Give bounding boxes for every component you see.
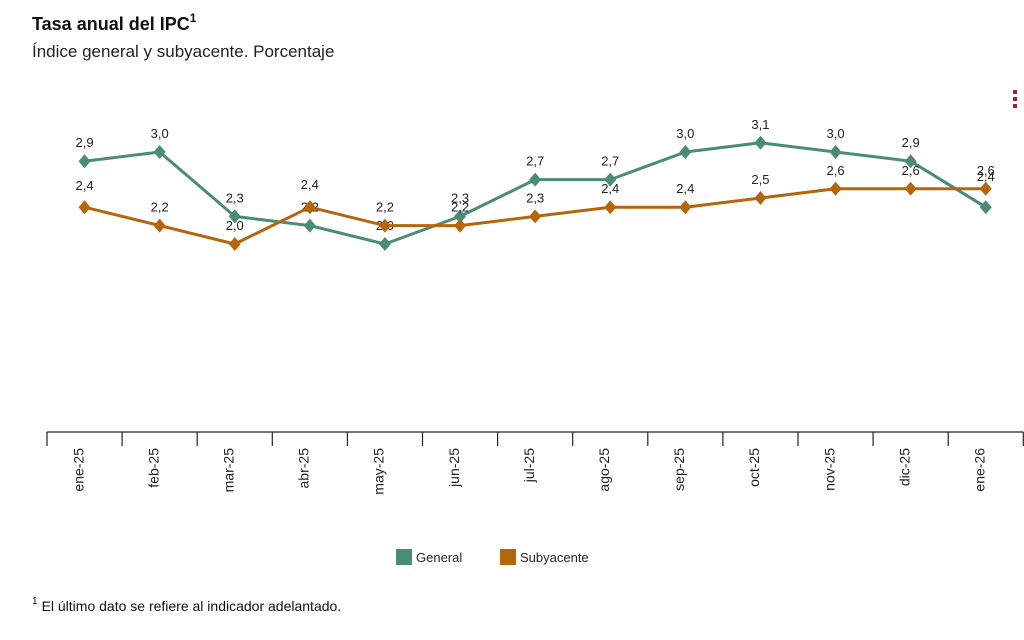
chart-title: Tasa anual del IPC1 bbox=[32, 11, 197, 35]
data-point-subyacente bbox=[979, 181, 992, 196]
data-label: 2,4 bbox=[977, 169, 995, 184]
data-point-subyacente bbox=[529, 209, 542, 224]
data-point-general bbox=[679, 145, 692, 159]
more-vert-icon[interactable] bbox=[1010, 90, 1020, 114]
data-label: 2,5 bbox=[751, 172, 769, 187]
data-label: 3,1 bbox=[751, 117, 769, 132]
data-point-general bbox=[378, 237, 391, 251]
data-label: 2,3 bbox=[526, 190, 544, 205]
data-label: 2,6 bbox=[827, 163, 845, 178]
chart-subtitle: Índice general y subyacente. Porcentaje bbox=[32, 42, 335, 61]
data-label: 2,4 bbox=[676, 181, 694, 196]
data-point-general bbox=[303, 218, 316, 233]
data-label: 3,0 bbox=[151, 126, 169, 141]
data-label: 2,4 bbox=[301, 177, 319, 192]
x-tick-label: sep-25 bbox=[671, 448, 687, 491]
data-label: 2,4 bbox=[76, 178, 94, 193]
data-point-general bbox=[153, 145, 166, 159]
x-tick-label: may-25 bbox=[371, 448, 387, 495]
x-tick-label: ene-26 bbox=[971, 448, 987, 492]
data-point-subyacente bbox=[228, 237, 241, 251]
data-label: 3,0 bbox=[827, 126, 845, 141]
data-point-subyacente bbox=[904, 181, 917, 196]
x-tick-label: feb-25 bbox=[145, 448, 161, 488]
data-point-general bbox=[454, 209, 467, 224]
line-chart: ene-25 feb-25 mar-25 abr-25 may-25 jun-25 jul-… bbox=[46, 117, 1024, 495]
data-label: 2,0 bbox=[226, 218, 244, 233]
data-point-subyacente bbox=[303, 200, 316, 215]
data-point-subyacente bbox=[153, 218, 166, 233]
data-label: 2,2 bbox=[376, 200, 394, 215]
x-tick-label: jun-25 bbox=[446, 448, 462, 488]
data-point-subyacente bbox=[78, 200, 91, 215]
data-label: 2,6 bbox=[977, 163, 995, 178]
x-tick-label: abr-25 bbox=[296, 448, 312, 489]
data-label: 2,3 bbox=[226, 190, 244, 205]
title-footnote-mark: 1 bbox=[189, 11, 197, 25]
data-point-general bbox=[228, 209, 241, 224]
legend-swatch-general bbox=[396, 549, 412, 565]
legend-item-subyacente[interactable]: Subyacente bbox=[500, 549, 589, 565]
data-label: 2,2 bbox=[451, 200, 469, 215]
data-label: 2,7 bbox=[526, 154, 544, 169]
legend-item-general[interactable]: General bbox=[396, 549, 462, 565]
data-point-subyacente bbox=[378, 218, 391, 233]
data-label: 2,7 bbox=[601, 154, 619, 169]
data-point-subyacente bbox=[604, 200, 617, 215]
data-point-general bbox=[529, 172, 542, 187]
x-tick-label: jul-25 bbox=[521, 448, 537, 483]
footnote-mark: 1 bbox=[32, 596, 38, 607]
legend-label-general: General bbox=[416, 549, 463, 565]
data-label: 3,0 bbox=[676, 126, 694, 141]
data-label: 2,3 bbox=[451, 190, 469, 205]
data-point-subyacente bbox=[754, 191, 767, 205]
footnote: 1 El último dato se refiere al indicador … bbox=[32, 596, 342, 614]
footnote-text: El último dato se refiere al indicador a… bbox=[41, 598, 342, 614]
data-point-general bbox=[979, 200, 992, 215]
data-point-subyacente bbox=[454, 218, 467, 233]
data-label: 2,2 bbox=[151, 200, 169, 215]
x-tick-label: ene-25 bbox=[70, 448, 86, 492]
data-label: 2,6 bbox=[902, 163, 920, 178]
data-label: 2,4 bbox=[601, 181, 619, 196]
legend-swatch-subyacente bbox=[500, 549, 516, 565]
data-label: 2,9 bbox=[902, 135, 920, 150]
data-point-general bbox=[78, 154, 91, 169]
x-tick-label: dic-25 bbox=[896, 448, 912, 486]
data-point-general bbox=[754, 135, 767, 150]
data-point-general bbox=[604, 172, 617, 187]
x-tick-label: mar-25 bbox=[220, 448, 236, 493]
chart-title-text: Tasa anual del IPC bbox=[32, 14, 190, 34]
x-tick-label: nov-25 bbox=[821, 448, 837, 491]
legend-label-subyacente: Subyacente bbox=[520, 549, 589, 565]
x-tick-label: ago-25 bbox=[596, 448, 612, 492]
data-point-subyacente bbox=[829, 181, 842, 196]
data-label: 2,9 bbox=[76, 135, 94, 150]
data-point-subyacente bbox=[679, 200, 692, 215]
data-point-general bbox=[829, 145, 842, 159]
data-point-general bbox=[904, 154, 917, 169]
x-tick-label: oct-25 bbox=[746, 448, 762, 487]
